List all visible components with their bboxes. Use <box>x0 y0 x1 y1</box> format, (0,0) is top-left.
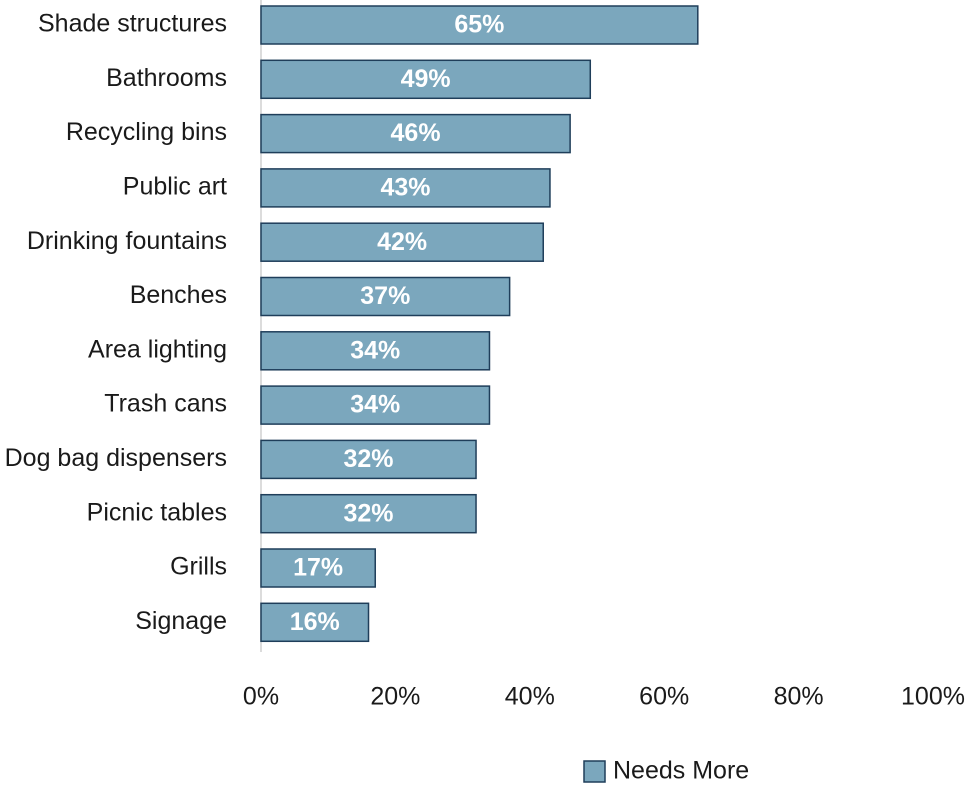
value-label: 46% <box>391 119 441 147</box>
bar <box>260 602 370 643</box>
y-tick-label: Trash cans <box>104 390 227 418</box>
y-tick-label: Grills <box>170 553 227 581</box>
y-tick-label: Bathrooms <box>106 64 227 92</box>
y-tick-label: Shade structures <box>38 10 227 38</box>
y-tick-label: Picnic tables <box>87 498 227 526</box>
y-tick-label: Recycling bins <box>66 118 227 146</box>
bar <box>260 168 551 208</box>
value-label: 49% <box>401 65 451 93</box>
x-tick-label: 100% <box>901 683 965 711</box>
y-tick-label: Benches <box>130 281 227 309</box>
value-label: 34% <box>350 336 400 364</box>
value-label: 17% <box>293 554 343 582</box>
x-tick-label: 80% <box>774 683 824 711</box>
y-tick-label: Dog bag dispensers <box>5 444 227 472</box>
bar <box>260 385 491 425</box>
bar <box>260 222 544 262</box>
value-label: 34% <box>350 391 400 419</box>
bar <box>260 331 491 371</box>
x-tick-label: 40% <box>505 683 555 711</box>
y-tick-label: Signage <box>135 607 227 635</box>
x-tick-label: 0% <box>243 683 279 711</box>
bar <box>260 548 376 588</box>
y-tick-label: Drinking fountains <box>27 227 227 255</box>
bar <box>260 59 592 100</box>
x-tick-label: 60% <box>639 683 689 711</box>
value-label: 16% <box>290 608 340 636</box>
bar <box>260 5 699 45</box>
bar <box>260 439 477 480</box>
bar <box>260 276 511 317</box>
value-label: 32% <box>343 499 393 527</box>
value-label: 65% <box>454 11 504 39</box>
bar <box>260 493 477 534</box>
value-label: 43% <box>380 174 430 202</box>
value-label: 42% <box>377 228 427 256</box>
y-tick-label: Area lighting <box>88 335 227 363</box>
x-tick-label: 20% <box>370 683 420 711</box>
legend-swatch <box>583 760 606 783</box>
value-label: 37% <box>360 282 410 310</box>
legend-label: Needs More <box>613 757 749 785</box>
bar <box>260 113 571 154</box>
y-tick-label: Public art <box>123 173 227 201</box>
value-label: 32% <box>343 445 393 473</box>
